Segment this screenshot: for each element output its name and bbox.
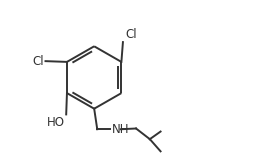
Text: HO: HO: [47, 116, 65, 129]
Text: Cl: Cl: [125, 28, 137, 41]
Text: NH: NH: [112, 123, 130, 136]
Text: Cl: Cl: [32, 55, 44, 68]
